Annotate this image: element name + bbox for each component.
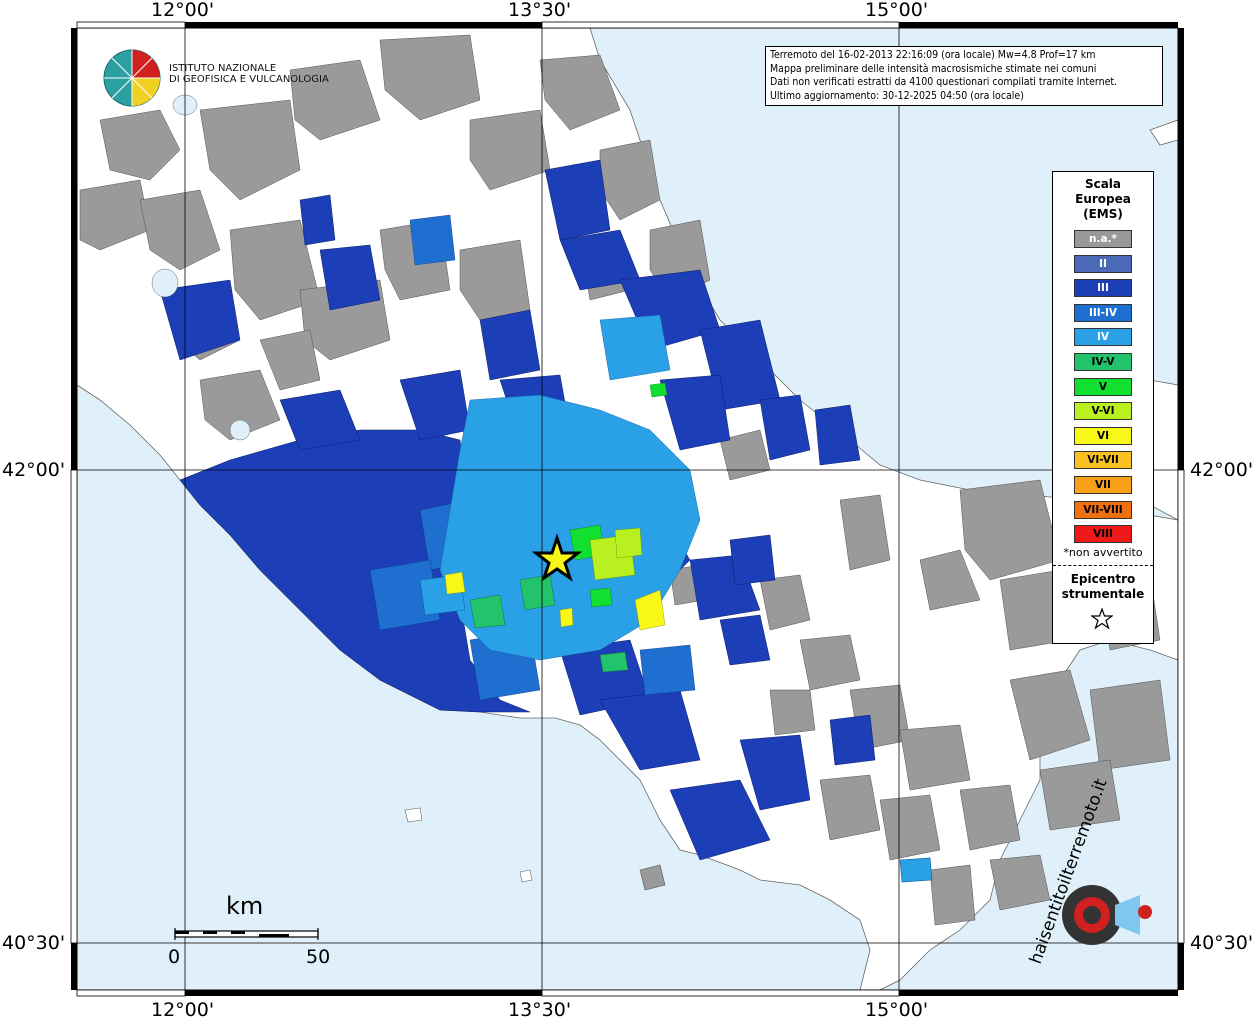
legend-item: n.a.*	[1074, 230, 1132, 248]
legend-epi-1: Epicentro	[1070, 572, 1136, 586]
legend-item: VII-VIII	[1074, 500, 1132, 519]
intensity-iv-v-regions	[469, 574, 629, 673]
legend-title-2: Europea	[1075, 192, 1131, 206]
legend-item: VI	[1074, 426, 1132, 445]
legend-item: VI-VII	[1074, 451, 1132, 470]
ingv-logo-icon	[103, 49, 161, 107]
lon-label-15-bottom: 15°00'	[865, 999, 929, 1021]
legend-item: IV-V	[1074, 353, 1132, 371]
intensity-vi-regions	[444, 571, 666, 631]
map-frame	[70, 21, 1185, 997]
lat-label-40-30: 40°30'	[2, 932, 66, 954]
ingv-line1: ISTITUTO NAZIONALE	[169, 63, 277, 74]
graticule	[77, 28, 1178, 990]
lat-label-42-right: 42°00'	[1190, 459, 1254, 481]
lake	[151, 268, 179, 298]
legend-item: V-VI	[1074, 402, 1132, 421]
lat-label-42: 42°00'	[2, 459, 66, 481]
lon-label-13-30: 13°30'	[508, 0, 572, 21]
island	[519, 869, 533, 883]
ingv-line2: DI GEOFISICA E VULCANOLOGIA	[169, 74, 329, 85]
legend-divider	[1053, 565, 1153, 566]
legend-item: II	[1074, 254, 1132, 273]
legend-item: VIII	[1074, 525, 1132, 544]
scale-end: 50	[306, 946, 331, 968]
legend-note: *non avvertito	[1063, 546, 1143, 559]
lon-label-15: 15°00'	[865, 0, 929, 21]
legend-item: IV	[1074, 328, 1132, 347]
scale-start: 0	[168, 946, 181, 968]
legend-title: Scala Europea (EMS)	[1053, 177, 1153, 222]
lon-label-12: 12°00'	[151, 0, 215, 21]
legend-item: III-IV	[1074, 303, 1132, 322]
lon-label-12-bottom: 12°00'	[151, 999, 215, 1021]
scale-bar	[174, 928, 319, 940]
intensity-iv-regions	[419, 314, 701, 661]
star-outline-icon	[1091, 608, 1113, 630]
lake	[229, 419, 251, 441]
info-line-1: Terremoto del 16-02-2013 22:16:09 (ora l…	[770, 49, 1096, 61]
legend-title-1: Scala	[1084, 177, 1122, 191]
lon-label-13-30-bottom: 13°30'	[508, 999, 572, 1021]
legend-epi-2: strumentale	[1061, 587, 1145, 601]
info-line-2: Mappa preliminare delle intensità macros…	[770, 62, 1097, 75]
legend: Scala Europea (EMS) n.a.* II III III-IV IV IV…	[1052, 171, 1154, 644]
legend-epicenter-label: Epicentro strumentale	[1053, 572, 1153, 602]
legend-item: III	[1074, 279, 1132, 298]
ingv-name: ISTITUTO NAZIONALE DI GEOFISICA E VULCAN…	[169, 63, 329, 85]
lat-label-40-30-right: 40°30'	[1190, 932, 1254, 954]
legend-item: VII	[1074, 476, 1132, 494]
event-info-box: Terremoto del 16-02-2013 22:16:09 (ora l…	[765, 46, 1163, 106]
intensity-v-vi-regions	[589, 527, 643, 581]
scale-unit: km	[226, 892, 264, 920]
info-line-3: Dati non verificati estratti da 4100 que…	[770, 76, 1118, 88]
island	[404, 807, 423, 823]
island	[639, 864, 666, 891]
info-line-4: Ultimo aggiornamento: 30-12-2025 04:50 (…	[770, 89, 1024, 102]
epicenter-star	[531, 533, 583, 582]
legend-item: V	[1074, 377, 1132, 396]
legend-title-3: (EMS)	[1083, 207, 1123, 221]
island	[899, 857, 933, 883]
